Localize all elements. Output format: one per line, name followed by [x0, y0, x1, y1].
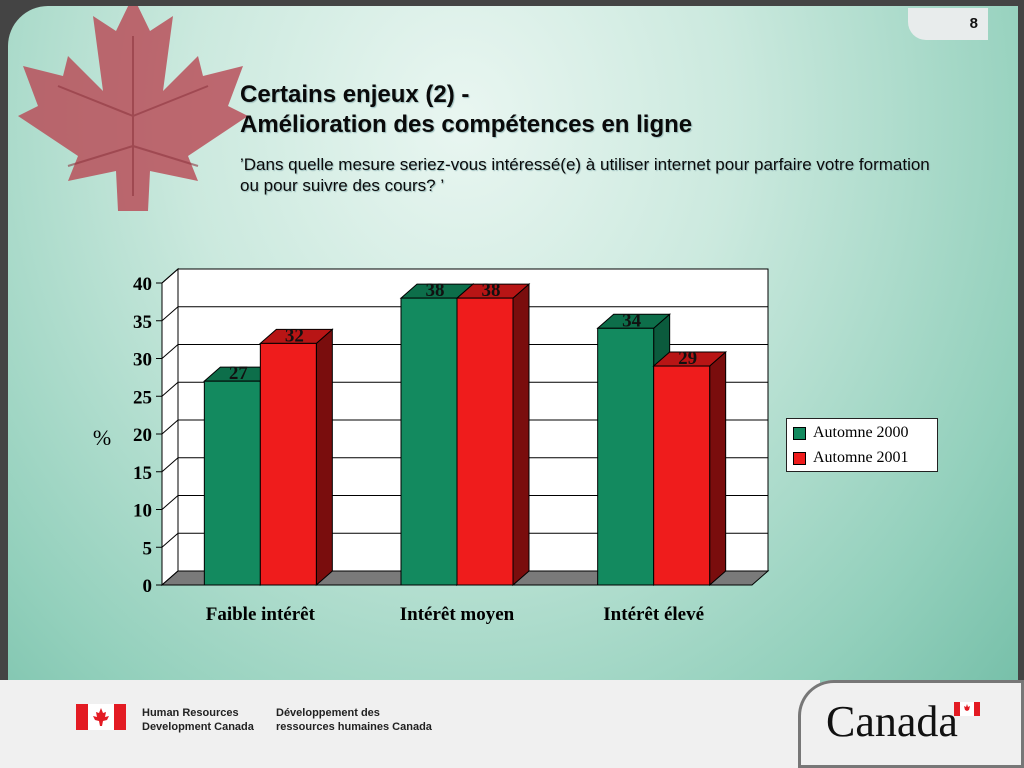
data-label: 38 [482, 280, 501, 301]
y-tick-label: 25 [133, 387, 152, 408]
y-tick-label: 0 [143, 576, 153, 597]
gridline-side [161, 457, 179, 473]
bar [456, 297, 514, 586]
dept-en-line-2: Development Canada [142, 721, 254, 733]
legend-label-series-2: Automne 2001 [813, 449, 909, 466]
legend-label-series-1: Automne 2000 [813, 424, 909, 441]
dept-fr-line-2: ressources humaines Canada [276, 721, 432, 733]
bar [597, 327, 655, 586]
data-label: 38 [426, 280, 445, 301]
gridline-side [161, 381, 179, 397]
gridline-side [161, 495, 179, 510]
department-name-fr: Développement des ressources humaines Ca… [276, 706, 432, 734]
bar-side [512, 282, 530, 587]
dept-fr-line-1: Développement des [276, 707, 380, 719]
legend-swatch-series-2 [793, 451, 806, 465]
bar-chart: 0 5 10 15 20 25 30 35 40% 27 32 Faible intérêt 38 38 I… [93, 267, 770, 625]
department-name-en: Human Resources Development Canada [142, 706, 254, 734]
dept-en-line-1: Human Resources [142, 707, 239, 719]
x-tick-label: Faible intérêt [206, 604, 316, 625]
legend-swatch-series-1 [793, 426, 806, 440]
x-tick-label: Intérêt élevé [603, 604, 704, 625]
bar-side [709, 350, 727, 587]
wordmark-flag-icon [954, 702, 980, 716]
slide-title: Certains enjeux (2) - Amélioration des c… [240, 80, 692, 140]
survey-question: ’Dans quelle mesure seriez-vous intéress… [240, 155, 930, 195]
canada-flag-icon [76, 704, 126, 730]
title-line-2: Amélioration des compétences en ligne [240, 111, 693, 138]
gridline-side [161, 344, 179, 359]
y-tick-label: 10 [133, 501, 152, 522]
bar [259, 342, 317, 586]
y-tick-label: 15 [133, 463, 152, 484]
y-tick-label: 40 [133, 274, 152, 295]
gridline-side [161, 532, 179, 548]
gridline-side [161, 419, 179, 435]
gridline-side [161, 306, 179, 322]
bar-side [315, 328, 333, 587]
page-number: 8 [969, 15, 978, 32]
bar [203, 380, 261, 586]
canada-wordmark-box [798, 680, 1024, 768]
footer: Human Resources Development Canada Dével… [0, 680, 1024, 768]
bar [400, 297, 458, 586]
page-number-tab: 8 [908, 8, 988, 40]
y-tick-label: 35 [133, 312, 152, 333]
y-tick-label: 5 [143, 538, 153, 559]
x-tick-label: Intérêt moyen [400, 604, 515, 625]
maple-leaf-icon [18, 6, 248, 211]
data-label: 27 [229, 363, 249, 384]
canada-wordmark: Canada [826, 697, 958, 746]
y-tick-label: 30 [133, 350, 152, 371]
data-label: 29 [678, 348, 697, 369]
chart-legend: Automne 2000 Automne 2001 [786, 418, 938, 472]
data-label: 32 [285, 325, 304, 346]
legend-item-series-2: Automne 2001 [793, 449, 909, 467]
footer-bar [0, 680, 820, 768]
legend-item-series-1: Automne 2000 [793, 424, 909, 442]
gridline-side [161, 268, 179, 284]
bar [653, 365, 711, 586]
y-axis-label: % [93, 425, 111, 450]
data-label: 34 [622, 310, 642, 331]
y-tick-label: 20 [133, 425, 152, 446]
title-line-1: Certains enjeux (2) - [240, 81, 470, 108]
